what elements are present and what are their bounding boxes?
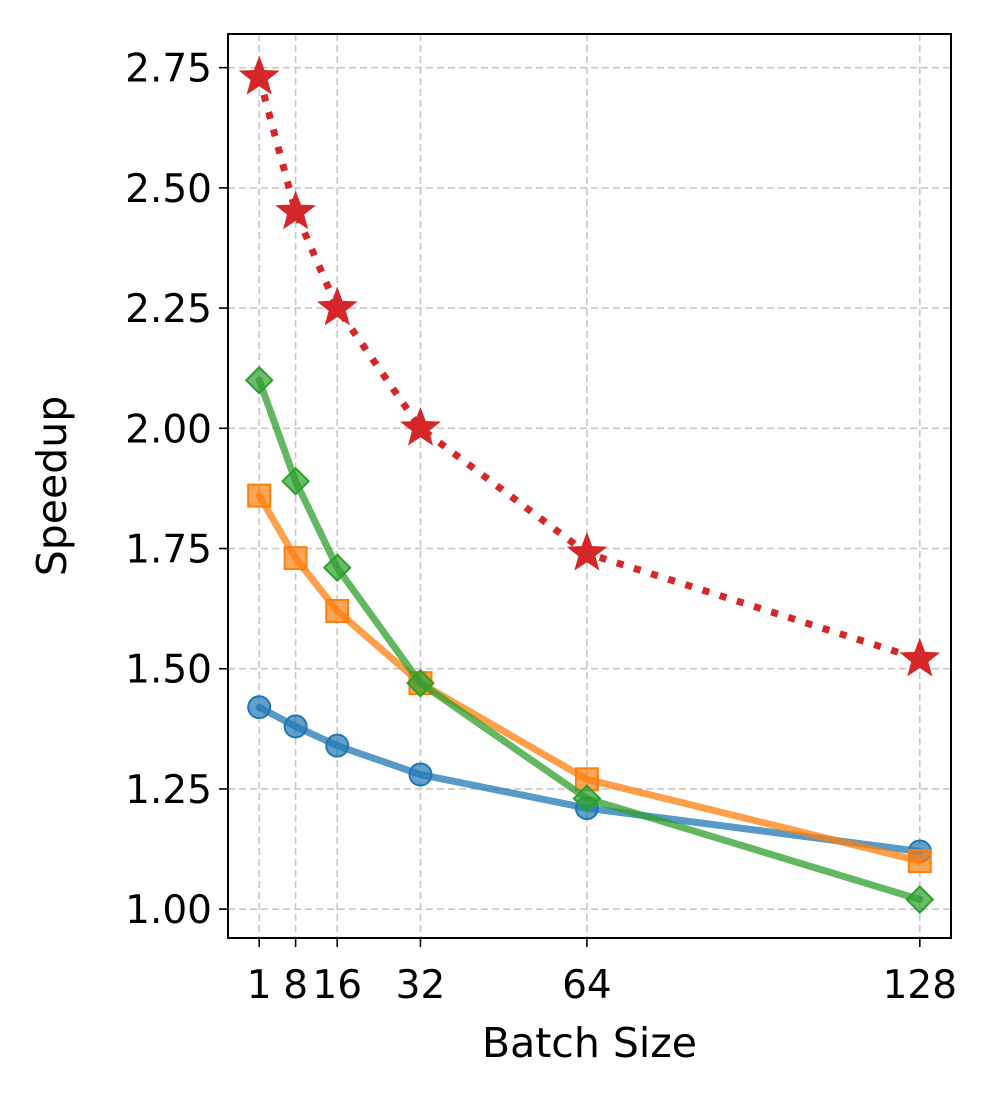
point-green-16 bbox=[322, 553, 352, 583]
point-green-32 bbox=[406, 668, 435, 698]
y-tick-label: 1.00 bbox=[125, 888, 212, 933]
series-green bbox=[244, 365, 935, 914]
point-orange-128 bbox=[907, 849, 932, 874]
point-orange-16 bbox=[325, 599, 350, 624]
point-blue-1 bbox=[247, 695, 272, 720]
series-red bbox=[238, 55, 941, 677]
point-red-16 bbox=[316, 286, 358, 326]
y-tick-label: 2.50 bbox=[125, 167, 212, 212]
y-tick-label: 1.25 bbox=[125, 768, 212, 813]
x-tick-label: 16 bbox=[312, 963, 362, 1008]
point-orange-8 bbox=[283, 546, 308, 571]
x-tick-label: 8 bbox=[283, 963, 308, 1008]
x-tick-label: 128 bbox=[883, 963, 957, 1008]
point-blue-16 bbox=[325, 733, 350, 758]
y-tick-label: 1.50 bbox=[125, 648, 212, 693]
point-red-8 bbox=[275, 190, 316, 230]
point-blue-8 bbox=[283, 714, 308, 739]
y-tick-label: 2.75 bbox=[125, 47, 212, 92]
point-red-128 bbox=[899, 637, 941, 677]
x-axis-label: Batch Size bbox=[482, 1019, 697, 1067]
y-tick-label: 2.00 bbox=[125, 407, 212, 452]
point-green-128 bbox=[905, 885, 935, 914]
x-tick-label: 1 bbox=[247, 963, 272, 1008]
series-line-red bbox=[255, 76, 921, 663]
y-tick-label: 1.75 bbox=[125, 528, 212, 573]
point-green-1 bbox=[244, 365, 274, 395]
point-green-8 bbox=[281, 466, 311, 496]
point-red-32 bbox=[400, 406, 441, 446]
point-orange-1 bbox=[247, 483, 272, 508]
point-red-64 bbox=[566, 531, 608, 571]
series-line-green bbox=[255, 376, 924, 904]
ticks: 1 8 16 32 64 128 1.00 1.25 1.50 1.75 2.00 2.25 2.50 2… bbox=[125, 47, 957, 1008]
plot-frame bbox=[227, 33, 952, 939]
x-tick-label: 64 bbox=[562, 963, 612, 1008]
point-red-1 bbox=[238, 55, 280, 95]
point-green-64 bbox=[572, 784, 602, 813]
y-tick-label: 2.25 bbox=[125, 287, 212, 332]
point-blue-32 bbox=[408, 762, 433, 787]
y-axis-label: Speedup bbox=[28, 396, 76, 577]
series-layer bbox=[238, 55, 941, 914]
x-tick-label: 32 bbox=[396, 963, 446, 1008]
